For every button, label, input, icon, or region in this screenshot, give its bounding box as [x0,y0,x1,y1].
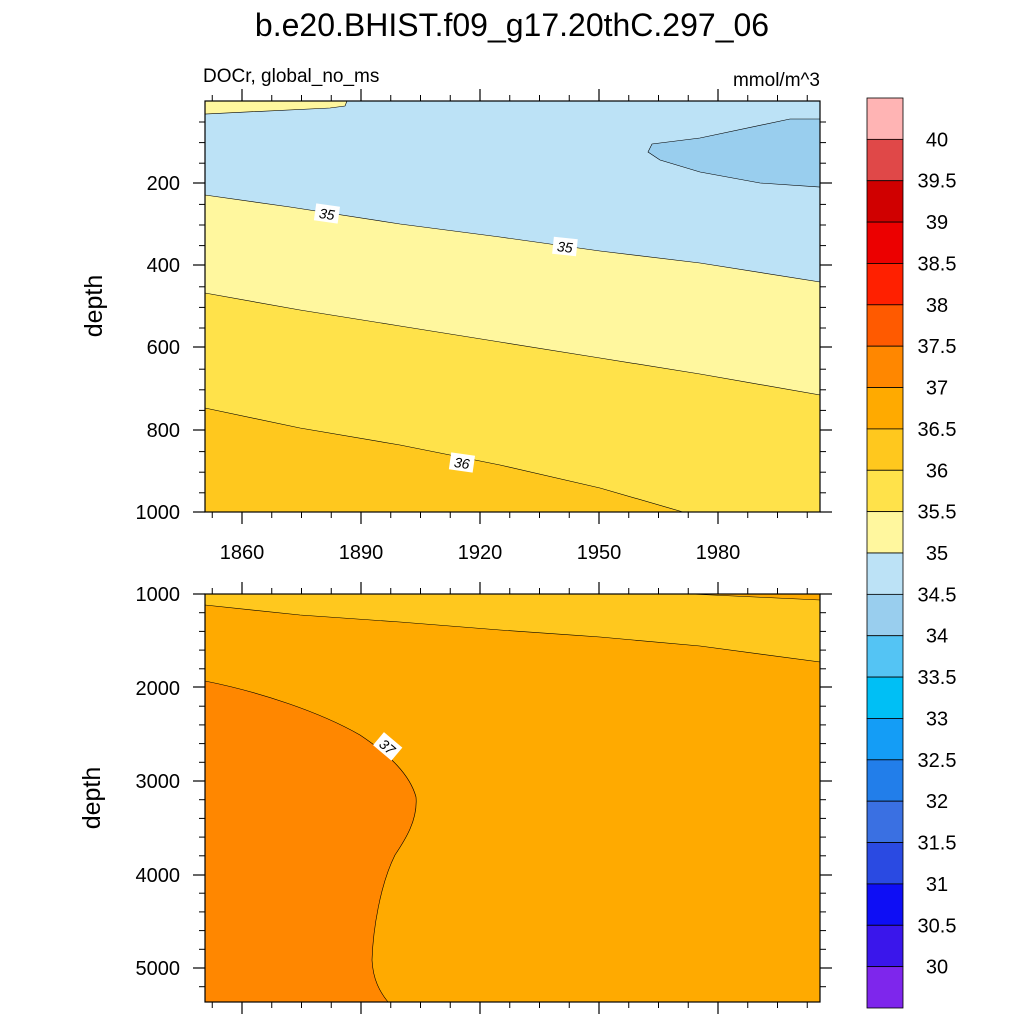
colorbar-label: 39 [926,212,948,234]
lower-ytick-label: 1000 [136,584,181,606]
upper-ytick-label: 800 [147,420,180,442]
colorbar-label: 30 [926,957,948,979]
lower-ytick-label: 5000 [136,958,181,980]
lower-ytick-label: 4000 [136,865,181,887]
colorbar-swatch [866,924,904,968]
xtick-label: 1860 [220,542,265,564]
colorbar-swatch [866,387,904,430]
chart-title: b.e20.BHIST.f09_g17.20thC.297_06 [255,7,769,43]
colorbar-swatch [866,428,904,471]
colorbar-swatch [866,883,904,926]
colorbar-swatch [866,180,904,223]
lower-ytick-label: 3000 [136,771,181,793]
lower-frame [204,593,821,1003]
colorbar-label: 33.5 [918,667,957,689]
upper-frame [204,100,821,513]
lower-tick-marks [193,582,832,1014]
colorbar-swatch [866,263,904,306]
colorbar-label: 36.5 [918,419,957,441]
colorbar-label: 38.5 [918,253,957,275]
colorbar-label: 39.5 [918,171,957,193]
colorbar-swatch [866,759,904,802]
colorbar-label: 38 [926,295,948,317]
upper-contour-label-35a: 35 [313,203,340,224]
colorbar-label: 31.5 [918,833,957,855]
contour-label: 35 [318,205,336,223]
lower-fill-37-region [204,680,417,1003]
xtick-label: 1950 [577,542,622,564]
colorbar-swatch [866,221,904,264]
upper-panel: DOCr, global_no_ms mmol/m^3 depth 35 35 … [80,66,832,564]
upper-contour-label-36: 36 [448,452,475,473]
colorbar-swatch [866,138,904,182]
upper-ytick-label: 400 [147,255,180,277]
colorbar-label: 34.5 [918,584,957,606]
colorbar-label: 31 [926,874,948,896]
colorbar-label: 36 [926,460,948,482]
colorbar-label: 30.5 [918,915,957,937]
variable-label: DOCr, global_no_ms [203,66,379,87]
upper-contour-label-35b: 35 [552,236,578,257]
colorbar-label: 34 [926,626,948,648]
lower-ytick-label: 2000 [136,678,181,700]
colorbar-swatch [866,97,904,140]
colorbar-label: 40 [926,129,948,151]
units-label: mmol/m^3 [733,70,820,91]
colorbar-label: 32.5 [918,750,957,772]
upper-tick-marks [193,89,832,524]
colorbar-swatch [866,345,904,388]
colorbar-label: 35 [926,543,948,565]
colorbar-swatch [866,718,904,761]
lower-ylabel: depth [78,767,106,830]
contour-label: 35 [556,238,573,256]
upper-ytick-label: 600 [147,337,180,359]
colorbar-label: 32 [926,791,948,813]
colorbar-swatch [866,304,904,347]
colorbar-swatch [866,552,904,595]
colorbar-swatch [866,469,904,513]
colorbar-swatch [866,593,904,637]
colorbar-swatch [866,800,904,843]
xtick-label: 1980 [696,542,741,564]
upper-ytick-label: 1000 [136,502,181,524]
colorbar-swatch [866,635,904,678]
colorbar-swatch [866,511,904,554]
upper-fill-34-patch [647,118,821,188]
colorbar-label: 35.5 [918,502,957,524]
colorbar: 40 39.5 39 38.5 38 37.5 37 36.5 36 35.5 35 34.5 34 33… [866,97,957,1009]
contour-label: 36 [453,454,471,472]
colorbar-label: 33 [926,708,948,730]
colorbar-label: 37 [926,378,948,400]
upper-ytick-label: 200 [147,173,180,195]
colorbar-swatch [866,842,904,885]
colorbar-swatch [866,676,904,719]
lower-panel: depth 37 1000 2000 3000 4000 5000 [78,582,832,1014]
xtick-label: 1890 [339,542,384,564]
upper-ylabel: depth [80,275,108,338]
xtick-label: 1920 [458,542,503,564]
colorbar-swatch [866,966,904,1009]
colorbar-label: 37.5 [918,336,957,358]
